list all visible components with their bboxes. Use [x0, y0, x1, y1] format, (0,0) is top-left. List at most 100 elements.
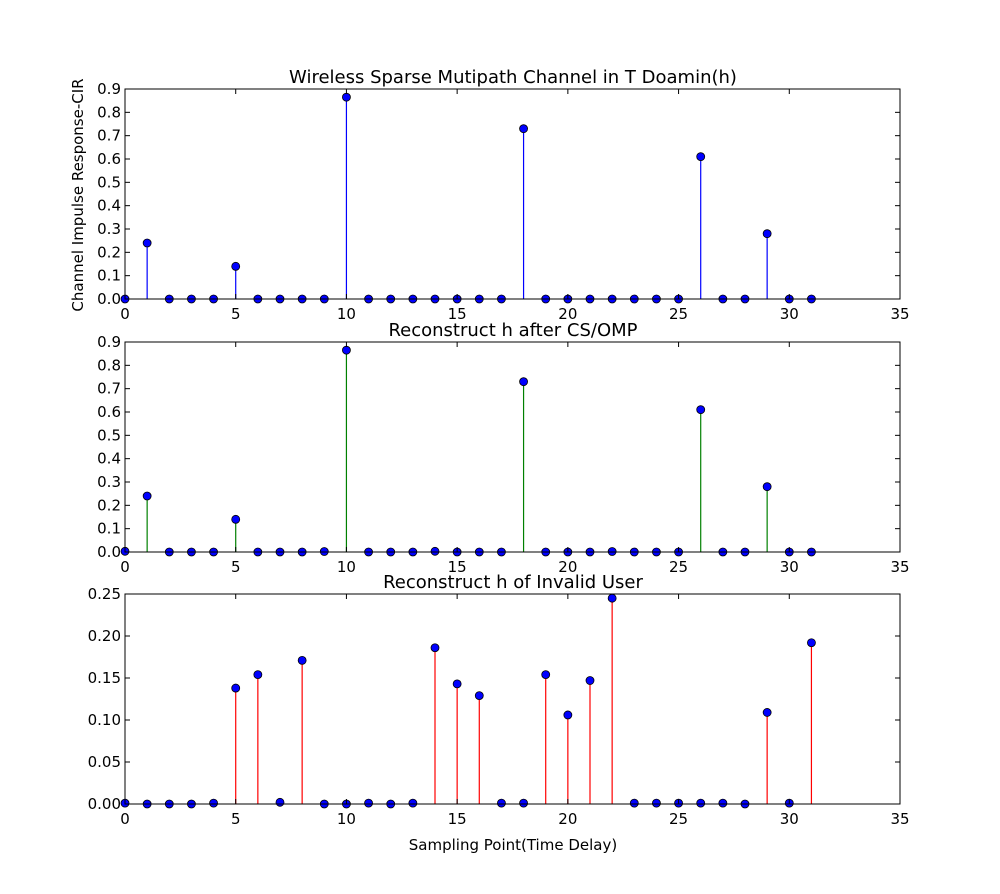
middle-plot-frame	[124, 341, 901, 553]
middle-stem-marker	[762, 482, 772, 492]
bottom-x-tick-label: 20	[558, 810, 577, 828]
middle-stem-plot: Reconstruct h after CS/OMP 0 5 10 15 20 25 30 3…	[97, 320, 909, 576]
bottom-stem-marker	[585, 676, 595, 685]
bottom-stem-marker	[762, 708, 772, 717]
top-plot-frame	[124, 88, 901, 300]
bottom-y-tick-label: 0.20	[88, 627, 121, 645]
top-y-tick-label: 0.9	[97, 80, 121, 98]
middle-stem-marker	[142, 491, 152, 501]
middle-y-tick-label: 0.8	[97, 356, 121, 374]
middle-x-tick-label: 30	[780, 558, 799, 576]
top-plot-y-axis-label: Channel Impulse Response-CIR	[69, 78, 87, 311]
top-x-tick-label: 0	[120, 305, 130, 323]
bottom-x-tick-label: 35	[890, 810, 909, 828]
middle-x-tick-label: 15	[448, 558, 467, 576]
middle-x-tick-label: 0	[120, 558, 130, 576]
bottom-plot-frame	[124, 593, 901, 805]
bottom-stem-marker	[696, 798, 706, 808]
middle-x-tick-label: 5	[231, 558, 241, 576]
bottom-y-tick-label: 0.25	[88, 585, 121, 603]
middle-y-tick-label: 0.0	[97, 543, 121, 561]
middle-y-tick-label: 0.7	[97, 380, 121, 398]
top-y-tick-label: 0.0	[97, 290, 121, 308]
bottom-plot-ticks: 0 5 10 15 20 25 30 35 0.00 0.05 0.10 0.15 0.20 0.25	[88, 585, 910, 828]
bottom-x-tick-label: 0	[120, 810, 130, 828]
bottom-stem-marker	[607, 593, 617, 603]
bottom-x-tick-label: 30	[780, 810, 799, 828]
middle-plot-title: Reconstruct h after CS/OMP	[388, 320, 637, 341]
middle-y-tick-label: 0.5	[97, 426, 121, 444]
top-x-tick-label: 20	[558, 305, 577, 323]
middle-x-tick-label: 10	[337, 558, 356, 576]
bottom-x-tick-label: 10	[337, 810, 356, 828]
bottom-stem-marker	[209, 798, 218, 808]
top-y-tick-label: 0.6	[97, 150, 121, 168]
top-stem-marker	[519, 124, 528, 134]
bottom-stem-marker	[563, 710, 573, 720]
middle-stem-marker	[231, 514, 241, 524]
bottom-stem-marker	[231, 683, 241, 693]
top-y-tick-label: 0.2	[97, 243, 121, 261]
top-x-tick-label: 35	[890, 305, 909, 323]
bottom-stem-marker	[807, 638, 816, 648]
top-y-tick-label: 0.4	[97, 197, 121, 215]
top-stem-marker	[142, 238, 152, 248]
top-stem-marker	[231, 261, 241, 271]
bottom-y-tick-label: 0.05	[88, 753, 121, 771]
bottom-stem-marker	[408, 798, 418, 808]
middle-y-tick-label: 0.9	[97, 333, 121, 351]
top-stem-marker	[342, 92, 351, 102]
bottom-stem-marker	[430, 643, 440, 653]
bottom-stem-marker	[452, 679, 462, 689]
bottom-stem-marker	[297, 655, 307, 665]
bottom-plot-title: Reconstruct h of Invalid User	[383, 572, 643, 593]
middle-x-tick-label: 25	[669, 558, 688, 576]
top-y-tick-label: 0.5	[97, 173, 121, 191]
bottom-plot-x-axis-label: Sampling Point(Time Delay)	[409, 836, 617, 854]
middle-stem-marker	[342, 345, 351, 355]
top-x-tick-label: 30	[780, 305, 799, 323]
bottom-stem-marker	[275, 797, 285, 807]
middle-stem-marker	[430, 546, 440, 556]
bottom-y-tick-label: 0.15	[88, 669, 121, 687]
top-y-tick-label: 0.3	[97, 220, 121, 238]
bottom-y-tick-label: 0.00	[88, 795, 121, 813]
bottom-stem-plot: Reconstruct h of Invalid User Sampling P…	[88, 572, 910, 854]
top-x-tick-label: 5	[231, 305, 241, 323]
top-y-tick-label: 0.7	[97, 127, 121, 145]
bottom-x-tick-label: 25	[669, 810, 688, 828]
bottom-stem-marker	[474, 691, 484, 701]
bottom-stem-marker	[364, 798, 373, 808]
middle-plot-ticks: 0 5 10 15 20 25 30 35 0.0 0.1 0.2 0.3 0.4 0.5 0.6 0.7 0.…	[97, 333, 909, 576]
top-y-tick-label: 0.1	[97, 267, 121, 285]
middle-y-tick-label: 0.6	[97, 403, 121, 421]
bottom-x-tick-label: 5	[231, 810, 241, 828]
middle-x-tick-label: 35	[890, 558, 909, 576]
middle-stem-marker	[696, 405, 706, 415]
top-y-tick-label: 0.8	[97, 103, 121, 121]
bottom-stem-marker	[519, 798, 528, 808]
middle-x-tick-label: 20	[558, 558, 577, 576]
bottom-stem-marker	[253, 670, 263, 680]
bottom-stem-marker	[718, 798, 728, 808]
top-x-tick-label: 25	[669, 305, 688, 323]
middle-y-tick-label: 0.2	[97, 496, 121, 514]
bottom-y-tick-label: 0.10	[88, 711, 121, 729]
top-stem-plot: Wireless Sparse Mutipath Channel in T Do…	[69, 67, 910, 323]
top-x-tick-label: 10	[337, 305, 356, 323]
bottom-stem-marker	[629, 798, 639, 808]
bottom-x-tick-label: 15	[448, 810, 467, 828]
top-plot-title: Wireless Sparse Mutipath Channel in T Do…	[289, 67, 737, 88]
middle-y-tick-label: 0.3	[97, 473, 121, 491]
middle-y-tick-label: 0.4	[97, 450, 121, 468]
bottom-stem-marker	[652, 798, 661, 808]
top-stem-marker	[762, 229, 772, 239]
top-plot-ticks: 0 5 10 15 20 25 30 35 0.0 0.1 0.2 0.3 0.4 0.5 0.6 0.7 0.…	[97, 80, 909, 323]
top-x-tick-label: 15	[448, 305, 467, 323]
middle-stem-marker	[519, 377, 528, 387]
middle-y-tick-label: 0.1	[97, 520, 121, 538]
top-stem-marker	[696, 152, 706, 162]
bottom-stem-marker	[497, 798, 506, 808]
